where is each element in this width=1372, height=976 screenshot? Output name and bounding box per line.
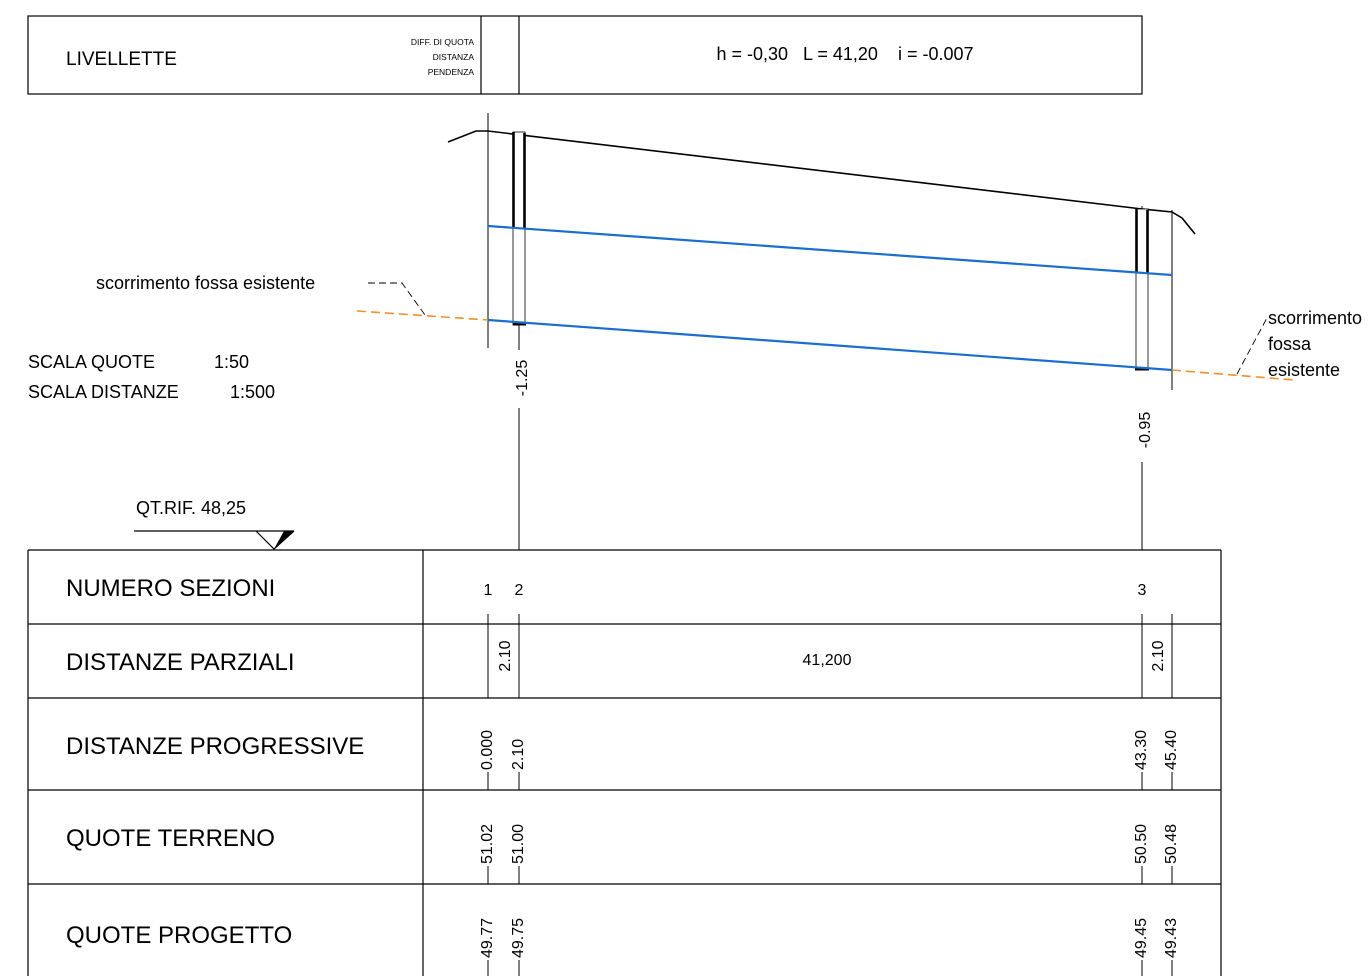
progressive-distance-3: 43.30	[1133, 730, 1150, 770]
header-box	[27, 15, 1143, 95]
header-legend-diff: DIFF. DI QUOTA	[411, 37, 474, 47]
header-slope-values: h = -0,30 L = 41,20 i = -0.007	[716, 44, 973, 64]
ground-elevation-1: 51.02	[479, 824, 496, 864]
scale-distanze-label: SCALA DISTANZE	[28, 382, 179, 402]
right-flow-label-1: scorrimento	[1268, 308, 1362, 328]
depth-label-right: -0.95	[1137, 412, 1154, 449]
value-ticks	[487, 772, 1173, 976]
design-elevation-1: 49.77	[479, 918, 496, 958]
ground-profile-line	[447, 130, 1196, 235]
partial-distance-2: 41,200	[803, 652, 852, 669]
header-legend-distanza: DISTANZA	[433, 52, 475, 62]
pipe-invert-line	[487, 318, 1173, 372]
scale-quote-label: SCALA QUOTE	[28, 352, 155, 372]
row-label-quote-terreno: QUOTE TERRENO	[66, 825, 275, 852]
row-label-distanze-progressive: DISTANZE PROGRESSIVE	[66, 733, 364, 760]
existing-ditch-right	[1171, 369, 1295, 381]
section-number-2: 2	[515, 582, 524, 599]
header-frame	[27, 15, 1143, 95]
ground-elevation-2: 51.00	[510, 824, 527, 864]
depth-label-left: -1.25	[514, 360, 531, 397]
row-label-distanze-parziali: DISTANZE PARZIALI	[66, 649, 294, 676]
row-label-quote-progetto: QUOTE PROGETTO	[66, 922, 292, 949]
right-flow-label-3: esistente	[1268, 360, 1340, 380]
section-number-1: 1	[484, 582, 493, 599]
scale-distanze-value: 1:500	[230, 382, 275, 402]
progressive-distance-4: 45.40	[1163, 730, 1180, 770]
existing-ditch-left	[356, 310, 489, 321]
left-flow-label: scorrimento fossa esistente	[96, 273, 315, 293]
right-manhole	[1135, 208, 1149, 371]
partial-distance-3: 2.10	[1150, 640, 1167, 671]
ground-elevation-3: 50.50	[1133, 824, 1150, 864]
scale-quote-value: 1:50	[214, 352, 249, 372]
progressive-distance-1: 0.000	[479, 730, 496, 770]
ground-elevation-4: 50.48	[1163, 824, 1180, 864]
progressive-distance-2: 2.10	[510, 739, 527, 770]
partial-distance-1: 2.10	[497, 640, 514, 671]
section-number-3: 3	[1138, 582, 1147, 599]
header-title: LIVELLETTE	[66, 49, 177, 70]
reference-datum-triangle-fill	[274, 531, 294, 549]
right-flow-label-2: fossa	[1268, 334, 1312, 354]
data-table	[27, 549, 1222, 976]
header-legend-pendenza: PENDENZA	[428, 67, 475, 77]
design-elevation-3: 49.45	[1133, 918, 1150, 958]
pipe-top-line	[487, 224, 1173, 277]
leader-right-flow	[1236, 315, 1269, 375]
station-lines	[487, 113, 1173, 550]
row-label-numero-sezioni: NUMERO SEZIONI	[66, 575, 275, 602]
reference-datum-label: QT.RIF. 48,25	[136, 498, 246, 518]
leader-left-flow	[368, 282, 426, 316]
design-elevation-4: 49.43	[1163, 918, 1180, 958]
design-elevation-2: 49.75	[510, 918, 527, 958]
